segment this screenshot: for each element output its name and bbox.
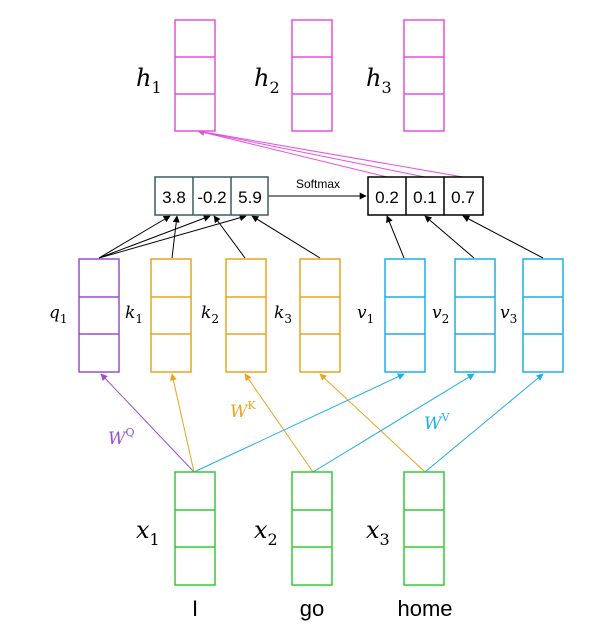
- arrow-q1-to-score3: [98, 214, 247, 259]
- h-label-2: h2: [254, 64, 280, 97]
- prob-vector: 0.2 0.1 0.7: [367, 176, 484, 216]
- arrow-prob3-to-h1: [197, 128, 464, 178]
- arrow-k3-to-score3: [251, 215, 321, 259]
- v-label-2: v2: [432, 303, 449, 326]
- h-label-3: h3: [366, 64, 392, 97]
- x-vector-3: [403, 471, 445, 586]
- word-1: I: [192, 596, 198, 621]
- softmax-label: Softmax: [296, 177, 340, 191]
- k-vector-3: [299, 258, 341, 373]
- x-label-1: x1: [136, 516, 160, 549]
- word-2: go: [300, 596, 324, 621]
- v-vector-3: [522, 258, 564, 373]
- x-vector-1: [174, 471, 216, 586]
- score-2: -0.2: [197, 188, 226, 207]
- x-vector-2: [291, 471, 333, 586]
- k-label-2: k2: [201, 303, 219, 326]
- h-vector-2: [291, 19, 333, 132]
- v-vector-1: [384, 258, 426, 373]
- arrow-x1-to-k1: [169, 373, 195, 473]
- arrow-x1-to-v1: [193, 373, 405, 473]
- weight-label-v: WV: [424, 411, 450, 434]
- prob-3: 0.7: [451, 188, 475, 207]
- arrow-v2-to-prob2: [424, 215, 475, 259]
- arrow-x1-to-q1: [100, 373, 195, 473]
- arrow-prob1-to-h1: [197, 129, 388, 178]
- k-label-1: k1: [125, 303, 143, 326]
- arrow-k2-to-score2: [213, 215, 246, 259]
- score-vector: 3.8 -0.2 5.9: [154, 176, 269, 216]
- k-label-3: k3: [274, 303, 292, 326]
- prob-1: 0.2: [375, 188, 399, 207]
- q-label-1: q1: [49, 303, 68, 326]
- k-vector-2: [225, 258, 267, 373]
- score-3: 5.9: [238, 188, 262, 207]
- prob-2: 0.1: [413, 188, 437, 207]
- h-vector-3: [403, 19, 445, 132]
- v-label-1: v1: [357, 303, 374, 326]
- arrow-prob2-to-h1: [197, 128, 426, 178]
- arrow-q1-to-score1: [98, 215, 171, 259]
- arrow-x3-to-k3: [319, 373, 426, 473]
- weight-label-q: WQ: [108, 426, 135, 449]
- arrow-k1-to-score1: [171, 215, 180, 259]
- arrow-x2-to-v2: [312, 373, 475, 473]
- h-label-1: h1: [136, 64, 162, 97]
- arrow-v3-to-prob3: [462, 215, 544, 259]
- h-vector-1: [174, 19, 216, 132]
- k-vector-1: [150, 258, 192, 373]
- arrow-x2-to-k2: [244, 373, 314, 473]
- score-1: 3.8: [162, 188, 186, 207]
- weight-label-k: WK: [230, 399, 256, 422]
- arrow-x3-to-v3: [424, 373, 544, 473]
- v-vector-2: [454, 258, 496, 373]
- q-vector-1: [78, 258, 120, 373]
- arrow-v1-to-prob1: [386, 215, 405, 259]
- arrow-q1-to-score2: [98, 214, 211, 259]
- x-label-2: x2: [254, 516, 278, 549]
- v-label-3: v3: [500, 303, 517, 326]
- x-label-3: x3: [366, 516, 390, 549]
- word-3: home: [397, 596, 452, 621]
